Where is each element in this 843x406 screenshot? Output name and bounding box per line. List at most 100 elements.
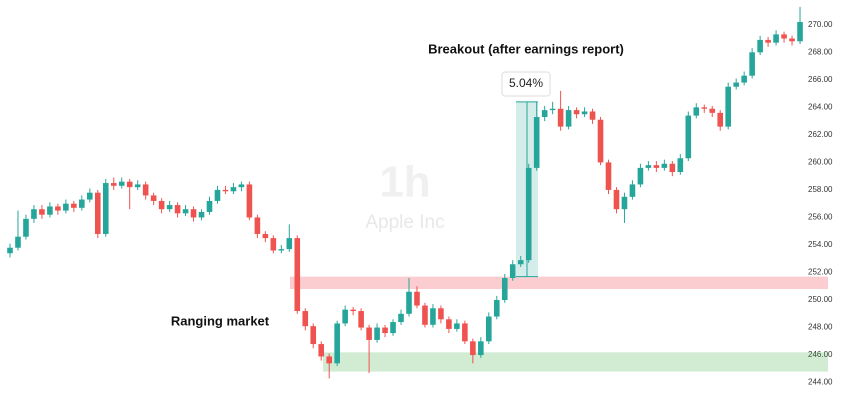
candle-body	[198, 211, 205, 218]
candle-body	[31, 209, 37, 219]
candle-body	[134, 184, 141, 188]
candle-body	[661, 163, 668, 168]
candle-body	[501, 278, 508, 301]
candle-body	[206, 200, 213, 212]
candle-body	[294, 238, 301, 312]
candle-body	[102, 183, 109, 234]
y-tick-label: 248.00	[808, 323, 833, 332]
candle-body	[286, 238, 293, 250]
candle-body	[326, 356, 332, 364]
candle-body	[398, 313, 404, 323]
y-tick-label: 260.00	[808, 158, 833, 167]
candle-body	[63, 203, 69, 211]
candle-body	[597, 119, 604, 163]
candle-body	[685, 115, 692, 159]
y-tick-label: 246.00	[808, 350, 833, 359]
zone	[323, 352, 828, 372]
watermark-symbol: Apple Inc	[365, 212, 444, 233]
candle-body	[47, 206, 53, 215]
y-tick-label: 268.00	[808, 47, 833, 56]
candle-body	[118, 181, 125, 186]
candle-body	[358, 311, 364, 328]
candle-body	[430, 308, 436, 325]
candle-body	[246, 184, 253, 218]
candle-body	[422, 305, 428, 325]
candle-body	[15, 236, 21, 248]
candle-body	[23, 218, 29, 237]
candle-body	[142, 184, 149, 196]
y-tick-label: 244.00	[808, 378, 833, 387]
candle-body	[390, 322, 396, 334]
candle-body	[749, 52, 755, 76]
y-tick-label: 258.00	[808, 185, 833, 194]
candle-body	[262, 233, 269, 239]
candle-body	[302, 311, 309, 327]
candle-body	[725, 86, 731, 127]
candle-body	[190, 209, 197, 218]
candle-body	[781, 34, 787, 39]
candle-body	[709, 108, 716, 113]
candle-body	[230, 187, 237, 192]
candle-body	[254, 217, 261, 234]
breakout-label: Breakout (after earnings report)	[428, 41, 624, 56]
candle-body	[150, 195, 157, 201]
candle-body	[222, 189, 229, 192]
candle-body	[454, 323, 460, 329]
candle-body	[414, 291, 420, 306]
candle-body	[773, 34, 779, 43]
candle-body	[366, 327, 372, 340]
candle-body	[733, 82, 739, 87]
candle-body	[757, 39, 763, 53]
candle-body	[589, 111, 596, 120]
candle-body	[438, 308, 444, 320]
candle-body	[374, 327, 380, 340]
candle-body	[166, 205, 173, 210]
candle-body	[605, 162, 612, 190]
candle-body	[278, 249, 285, 251]
candle-body	[509, 264, 516, 279]
candle-body	[797, 22, 803, 42]
measure-label: 5.04%	[509, 76, 543, 90]
candle-body	[182, 209, 189, 214]
candle-body	[55, 206, 61, 211]
candle-body	[478, 341, 484, 356]
candle-body	[79, 199, 85, 208]
candle-body	[238, 184, 245, 188]
watermark-interval: 1h	[379, 158, 430, 207]
candle-body	[741, 75, 747, 83]
candle-body	[653, 165, 660, 168]
y-tick-label: 252.00	[808, 268, 833, 277]
candle-body	[629, 184, 636, 197]
candle-body	[270, 238, 277, 251]
candle-body	[94, 192, 101, 234]
candle-body	[541, 110, 548, 117]
candle-body	[557, 108, 564, 127]
candle-body	[71, 203, 77, 208]
candle-body	[765, 39, 771, 43]
measure-label-box	[501, 71, 551, 97]
candle-body	[669, 163, 676, 173]
candle-body	[39, 209, 45, 215]
candle-body	[493, 300, 500, 317]
y-tick-label: 266.00	[808, 75, 833, 84]
ranging-label: Ranging market	[171, 313, 270, 328]
candle-body	[613, 189, 620, 210]
y-tick-label: 250.00	[808, 295, 833, 304]
candle-body	[549, 108, 556, 111]
candle-body	[446, 319, 452, 329]
candle-body	[789, 38, 795, 42]
candle-body	[677, 158, 684, 173]
candle-body	[565, 110, 572, 127]
candle-body	[645, 165, 652, 168]
candle-body	[334, 323, 340, 364]
candle-body	[581, 111, 588, 115]
y-tick-label: 264.00	[808, 102, 833, 111]
y-tick-label: 270.00	[808, 20, 833, 29]
candle-body	[174, 205, 181, 214]
candle-body	[406, 291, 412, 314]
candle-body	[525, 167, 532, 261]
candle-body	[318, 344, 325, 357]
candle-body	[158, 200, 165, 210]
